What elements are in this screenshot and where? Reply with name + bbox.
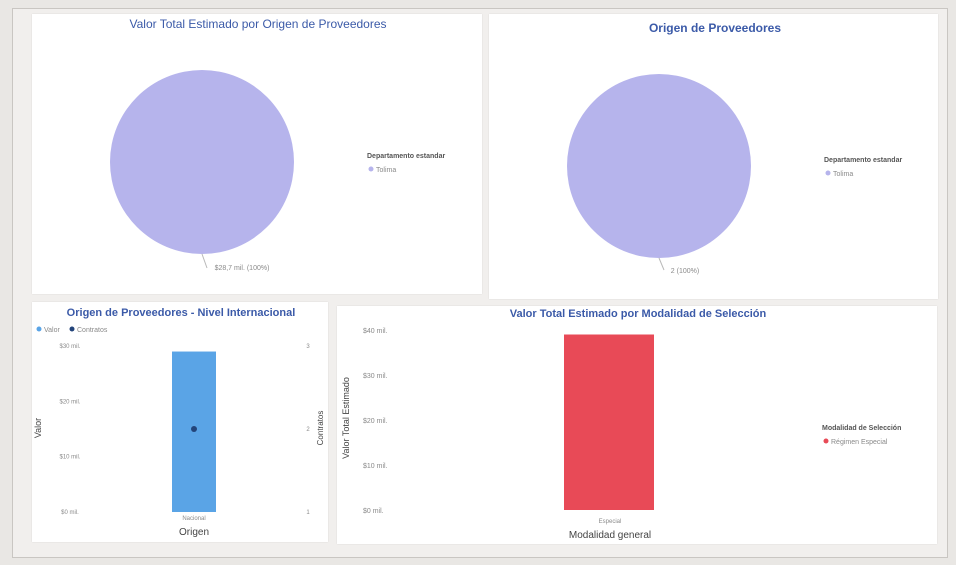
y2-axis-title: Contratos [316,411,325,446]
pie-slice-tolima[interactable] [110,70,294,254]
chart-title: Origen de Proveedores [649,21,781,35]
legend-item-tolima[interactable]: Tolima [376,167,396,174]
combo-nivel-chart: Origen de Proveedores - Nivel Internacio… [33,307,325,538]
point-nacional-contratos[interactable] [191,426,197,432]
legend-item-tolima[interactable]: Tolima [833,171,853,178]
legend-title: Departamento estandar [367,153,445,160]
legend-marker-contratos [69,326,75,332]
pie-valor-panel[interactable]: Valor Total Estimado por Origen de Prove… [32,14,482,294]
bar-especial[interactable] [564,334,654,511]
data-label: $28,7 mil. (100%) [215,265,270,272]
y-tick-label: $10 mil. [59,455,80,461]
x-tick-label: Nacional [182,516,205,522]
chart-title: Valor Total Estimado por Origen de Prove… [129,17,386,31]
y-tick-label: $0 mil. [363,508,384,515]
pie-leader-line [658,257,665,271]
y-axis-title: Valor [33,418,43,438]
legend-marker-valor [36,326,42,332]
x-axis-title: Modalidad general [569,530,651,541]
legend-marker [825,170,831,176]
y2-tick-label: 3 [306,344,310,350]
y-tick-label: $20 mil. [59,399,80,405]
data-label: 2 (100%) [671,268,699,275]
bar-modalidad-panel[interactable]: Valor Total Estimado por Modalidad de Se… [337,306,937,544]
pie-slice-tolima[interactable] [567,74,751,258]
y-tick-label: $0 mil. [61,510,79,516]
y-tick-label: $10 mil. [363,463,388,470]
pie-origen-panel[interactable]: Origen de Proveedores 2 (100%) Departame… [489,14,938,299]
x-axis-title: Origen [179,527,209,538]
y-tick-label: $30 mil. [59,344,80,350]
pie-origen-chart: Origen de Proveedores 2 (100%) Departame… [567,21,902,275]
pie-valor-chart: Valor Total Estimado por Origen de Prove… [110,17,445,272]
y2-tick-label: 1 [306,510,310,516]
x-tick-label: Especial [599,519,622,525]
y2-tick-label: 2 [306,427,310,433]
y-tick-label: $40 mil. [363,328,388,335]
chart-title: Origen de Proveedores - Nivel Internacio… [67,307,296,319]
pie-leader-line [201,253,208,269]
bar-modalidad-chart: Valor Total Estimado por Modalidad de Se… [341,308,901,541]
y-tick-label: $30 mil. [363,373,388,380]
legend-item-valor[interactable]: Valor [44,327,60,334]
legend-marker [368,166,374,172]
y-tick-label: $20 mil. [363,418,388,425]
combo-nivel-panel[interactable]: Origen de Proveedores - Nivel Internacio… [32,302,328,542]
legend-marker [823,438,829,444]
legend-title: Modalidad de Selección [822,425,901,432]
legend-item-regimen-especial[interactable]: Régimen Especial [831,439,888,446]
legend-item-contratos[interactable]: Contratos [77,327,108,334]
chart-title: Valor Total Estimado por Modalidad de Se… [510,308,767,320]
y-axis-title: Valor Total Estimado [341,377,351,459]
legend-title: Departamento estandar [824,157,902,164]
